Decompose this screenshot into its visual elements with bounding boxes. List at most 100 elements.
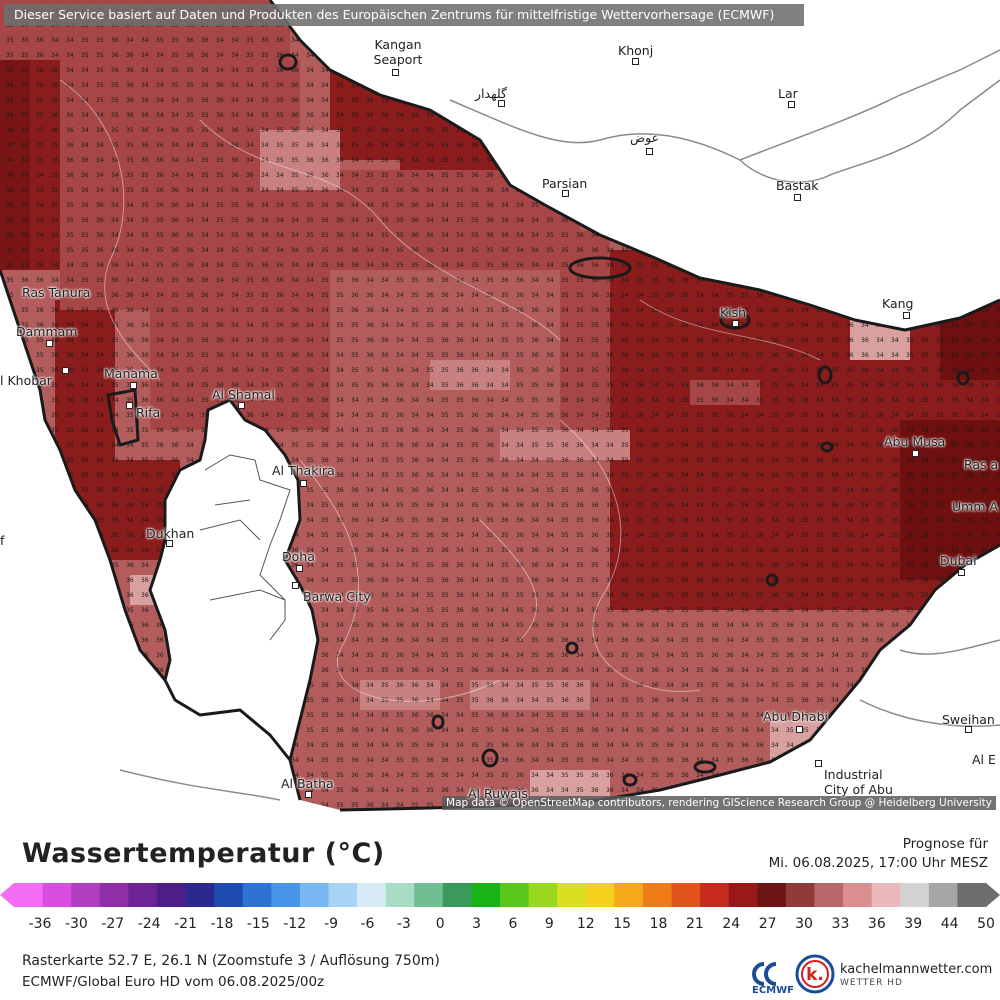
kachelmann-brand[interactable]: kachelmannwetter.com: [840, 962, 993, 977]
grid-value: 35: [981, 352, 989, 359]
grid-value: 34: [411, 637, 419, 644]
grid-value: 34: [426, 202, 434, 209]
grid-value: 36: [576, 232, 584, 239]
grid-value: 36: [861, 607, 869, 614]
scale-arrow-right: [986, 883, 1000, 907]
grid-value: 34: [96, 112, 104, 119]
grid-value: 35: [576, 277, 584, 284]
grid-value: 35: [546, 472, 554, 479]
grid-value: 34: [381, 277, 389, 284]
grid-value: 34: [891, 337, 899, 344]
grid-value: 34: [156, 292, 164, 299]
grid-value: 35: [681, 412, 689, 419]
grid-value: 36: [96, 502, 104, 509]
grid-value: 35: [756, 592, 764, 599]
grid-value: 34: [456, 547, 464, 554]
grid-value: 34: [636, 787, 644, 794]
grid-value: 36: [741, 727, 749, 734]
grid-value: 34: [756, 697, 764, 704]
grid-value: 34: [171, 172, 179, 179]
grid-value: 36: [651, 427, 659, 434]
grid-value: 35: [471, 742, 479, 749]
grid-value: 34: [21, 157, 29, 164]
grid-value: 34: [201, 187, 209, 194]
grid-value: 36: [126, 292, 134, 299]
grid-value: 34: [351, 232, 359, 239]
grid-value: 34: [231, 52, 239, 59]
grid-value: 35: [636, 472, 644, 479]
grid-value: 34: [126, 457, 134, 464]
grid-value: 35: [96, 307, 104, 314]
grid-value: 34: [336, 157, 344, 164]
grid-value: 36: [516, 307, 524, 314]
grid-value: 36: [51, 337, 59, 344]
grid-value: 34: [801, 607, 809, 614]
place-label-kang: Kang: [882, 296, 914, 311]
grid-value: 36: [486, 172, 494, 179]
grid-value: 35: [636, 487, 644, 494]
grid-value: 36: [801, 397, 809, 404]
grid-value: 34: [981, 382, 989, 389]
grid-value: 34: [366, 472, 374, 479]
grid-value: 34: [21, 187, 29, 194]
grid-value: 36: [531, 787, 539, 794]
grid-value: 36: [396, 397, 404, 404]
grid-value: 35: [996, 367, 1000, 374]
grid-value: 36: [291, 562, 299, 569]
grid-value: 34: [906, 382, 914, 389]
grid-value: 36: [486, 682, 494, 689]
grid-value: 35: [141, 457, 149, 464]
grid-value: 36: [396, 682, 404, 689]
grid-value: 34: [516, 697, 524, 704]
grid-value: 35: [456, 682, 464, 689]
grid-value: 36: [336, 682, 344, 689]
grid-value: 34: [966, 382, 974, 389]
grid-value: 35: [111, 82, 119, 89]
grid-value: 36: [816, 442, 824, 449]
grid-value: 36: [276, 322, 284, 329]
grid-value: 35: [6, 247, 14, 254]
grid-value: 35: [201, 172, 209, 179]
grid-value: 34: [561, 787, 569, 794]
grid-value: 34: [921, 442, 929, 449]
grid-value: 36: [696, 337, 704, 344]
grid-value: 35: [321, 292, 329, 299]
grid-value: 34: [156, 127, 164, 134]
kachelmann-logo[interactable]: k.: [795, 954, 835, 994]
grid-value: 36: [546, 412, 554, 419]
grid-value: 35: [516, 637, 524, 644]
grid-value: 34: [96, 382, 104, 389]
scale-tick-label: -12: [283, 916, 307, 932]
grid-value: 35: [96, 277, 104, 284]
scale-swatch: [214, 883, 244, 907]
grid-value: 35: [456, 157, 464, 164]
grid-value: 35: [261, 307, 269, 314]
grid-value: 35: [411, 307, 419, 314]
grid-value: 34: [771, 517, 779, 524]
grid-value: 36: [231, 187, 239, 194]
grid-value: 35: [486, 292, 494, 299]
grid-value: 34: [921, 472, 929, 479]
grid-value: 36: [291, 352, 299, 359]
grid-value: 35: [381, 187, 389, 194]
grid-value: 34: [786, 742, 794, 749]
grid-value: 35: [471, 502, 479, 509]
grid-value: 35: [681, 397, 689, 404]
grid-value: 34: [876, 577, 884, 584]
grid-value: 34: [516, 202, 524, 209]
grid-value: 34: [921, 427, 929, 434]
grid-value: 36: [36, 67, 44, 74]
grid-value: 35: [501, 337, 509, 344]
grid-value: 36: [111, 547, 119, 554]
grid-value: 36: [471, 652, 479, 659]
grid-value: 36: [111, 262, 119, 269]
grid-value: 35: [711, 442, 719, 449]
grid-value: 35: [906, 547, 914, 554]
grid-value: 34: [741, 667, 749, 674]
grid-value: 35: [396, 727, 404, 734]
grid-value: 34: [486, 607, 494, 614]
grid-value: 36: [141, 112, 149, 119]
grid-value: 36: [426, 472, 434, 479]
grid-value: 34: [126, 217, 134, 224]
map-attribution[interactable]: Map data © OpenStreetMap contributors, r…: [442, 796, 996, 810]
